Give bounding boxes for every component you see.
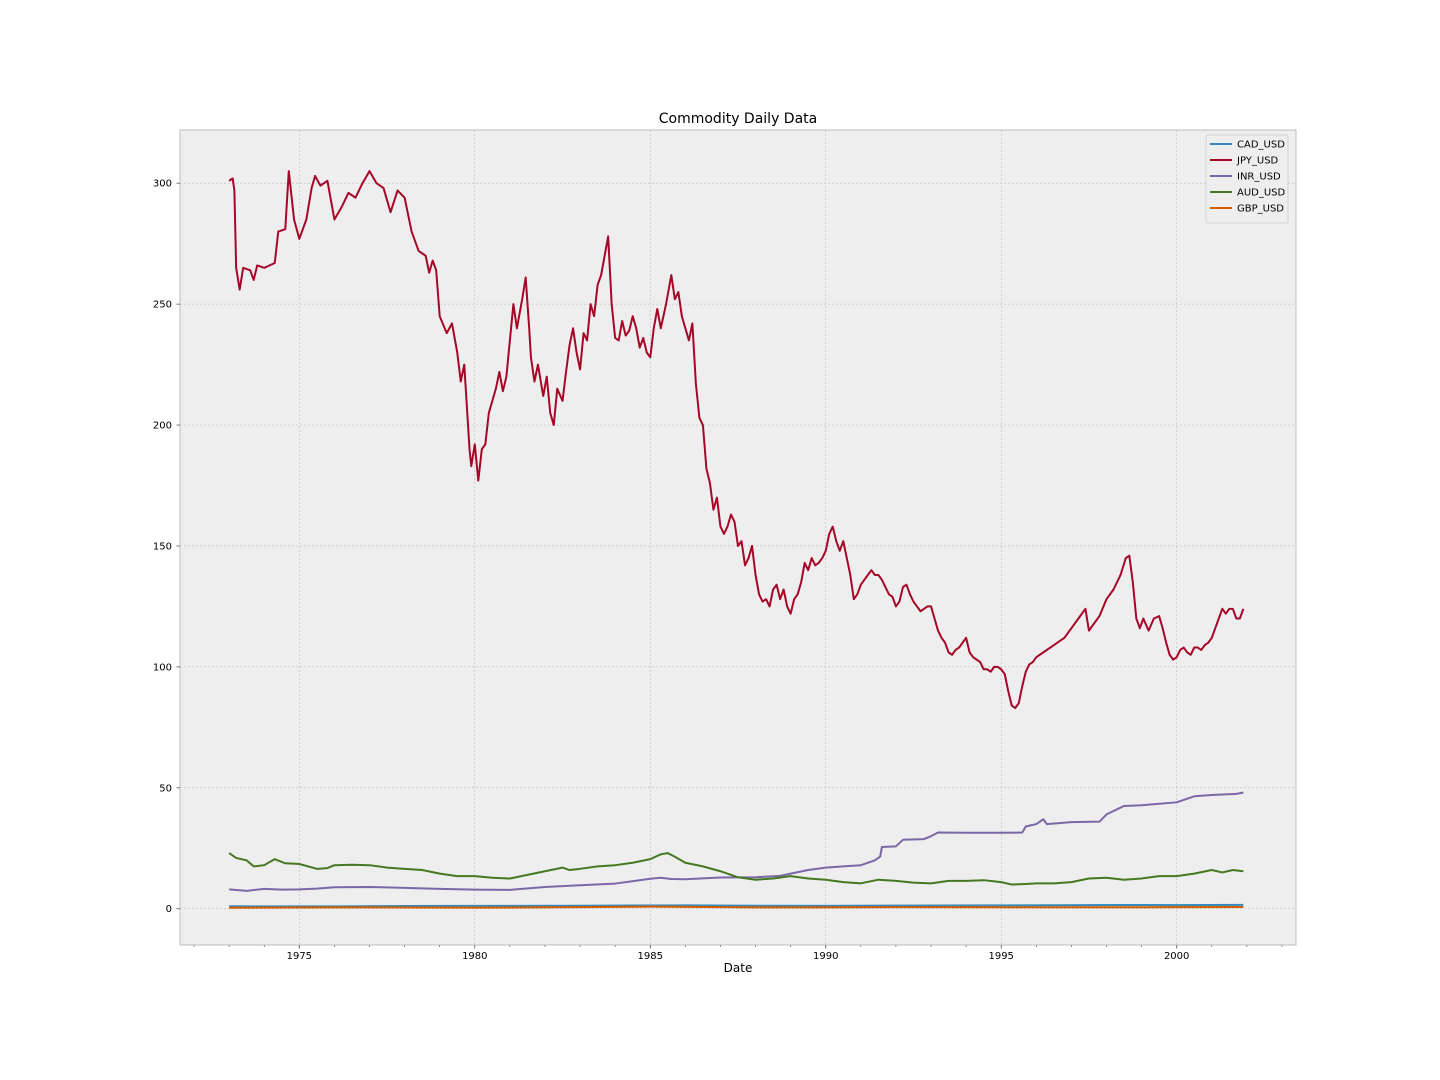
y-tick-label: 200 [153,421,172,432]
x-tick-label: 1995 [988,951,1013,962]
x-tick-label: 2000 [1164,951,1189,962]
y-tick-label: 150 [153,541,172,552]
axes: 0 50 100 150 200 250 300 1975 1980 1985 1990 1995 20… [153,179,1283,962]
series-line-jpy-usd [228,170,1245,709]
gridlines [180,130,1296,945]
y-tick-label: 100 [153,662,172,673]
series-line-gbp-usd [229,905,1244,909]
x-tick-label: 1985 [638,951,663,962]
series-layer [228,170,1245,909]
y-tick-label: 0 [166,904,172,915]
legend-box [1205,134,1289,224]
legend: CAD_USD JPY_USD INR_USD AUD_USD GBP_USD [1205,134,1289,224]
legend-entry: AUD_USD [1237,188,1286,199]
chart-title: Commodity Daily Data [659,111,817,127]
x-tick-label: 1990 [813,951,838,962]
x-tick-label: 1980 [462,951,487,962]
plot-area [179,129,1297,946]
series-line-aud-usd [228,852,1244,886]
x-tick-label: 1975 [287,951,312,962]
legend-entry: GBP_USD [1237,204,1284,215]
series-line-inr-usd [229,791,1244,892]
legend-entry: JPY_USD [1236,156,1279,167]
legend-entry: INR_USD [1237,172,1281,183]
y-tick-label: 50 [159,783,172,794]
y-tick-label: 300 [153,179,172,190]
x-axis-label: Date [724,961,753,975]
y-tick-label: 250 [153,300,172,311]
series-line-cad-usd [229,903,1244,908]
legend-entry: CAD_USD [1237,140,1285,151]
